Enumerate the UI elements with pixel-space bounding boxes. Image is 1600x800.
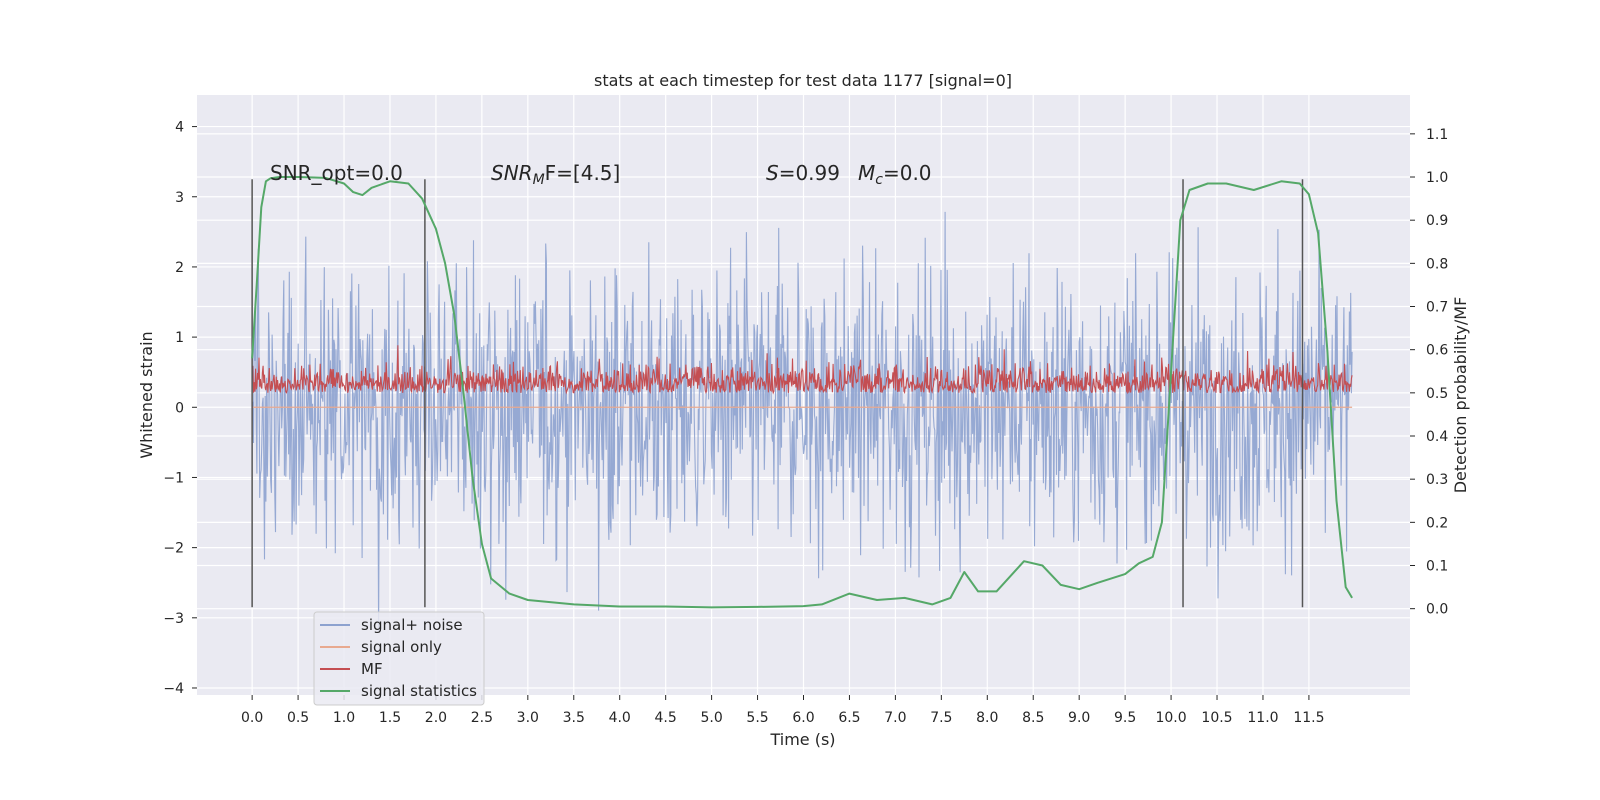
y-axis-label: Whitened strain: [137, 331, 156, 458]
annotation-snr-opt: SNR_opt=0.0: [270, 161, 403, 185]
annotation-mc-sub: c: [875, 172, 883, 188]
legend: signal+ noise signal only MF signal stat…: [313, 611, 485, 706]
chart-title: stats at each timestep for test data 117…: [594, 71, 1012, 90]
x-tick-label: 6.5: [838, 710, 860, 726]
annotation-s-main: S: [766, 161, 779, 185]
annotation-snr-mf-sub: M: [533, 172, 545, 188]
x-tick-label: 4.5: [655, 710, 677, 726]
x-axis-label: Time (s): [769, 730, 835, 749]
x-tick-label: 5.5: [746, 710, 768, 726]
y-tick-label-right: 1.0: [1426, 170, 1448, 186]
x-tick-label: 6.0: [792, 710, 814, 726]
y-tick-label-right: 1.1: [1426, 127, 1448, 143]
signal-statistics-line: [251, 176, 1353, 609]
legend-label-signal-only: signal only: [361, 638, 442, 656]
x-tick-label: 2.0: [425, 710, 447, 726]
series-mf: [251, 345, 1353, 395]
y-tick-label-left: −4: [163, 681, 184, 697]
x-tick-label: 10.5: [1201, 710, 1232, 726]
y-tick-label-right: 0.7: [1426, 300, 1448, 316]
annotation-snr-mf-main: SNR: [491, 161, 533, 185]
axis-ticks: 0.0 0.5 1.0 1.5 2.0 2.5 3.0 3.5 4.0 4.5 5.0 5.5 6.0 6…: [163, 120, 1448, 726]
y-tick-label-left: 1: [175, 330, 184, 346]
x-tick-label: 11.5: [1293, 710, 1324, 726]
x-tick-label: 4.0: [609, 710, 631, 726]
annotation-snr-mf: SNRMF=[4.5]: [491, 161, 620, 188]
y-tick-label-left: −2: [163, 541, 184, 557]
x-tick-label: 5.0: [700, 710, 722, 726]
x-tick-label: 1.0: [333, 710, 355, 726]
x-tick-label: 7.5: [930, 710, 952, 726]
y-tick-label-left: −3: [163, 611, 184, 627]
signal-noise-line: [251, 211, 1353, 632]
x-tick-label: 11.0: [1247, 710, 1278, 726]
y-tick-label-right: 0.0: [1426, 602, 1448, 618]
y-tick-label-left: −1: [163, 470, 184, 486]
annotation-s-rest: =0.99: [779, 161, 840, 185]
x-tick-label: 0.0: [241, 710, 263, 726]
y-tick-label-right: 0.1: [1426, 559, 1448, 575]
x-tick-label: 9.0: [1068, 710, 1090, 726]
y-tick-label-right: 0.9: [1426, 213, 1448, 229]
legend-box: [313, 611, 485, 706]
legend-label-signal-noise: signal+ noise: [361, 616, 463, 634]
y-right-axis-label: Detection probability/MF: [1451, 297, 1470, 494]
x-tick-label: 8.0: [976, 710, 998, 726]
annotation-s: S=0.99: [766, 161, 840, 185]
y-tick-label-right: 0.5: [1426, 386, 1448, 402]
y-tick-label-left: 0: [175, 400, 184, 416]
y-tick-label-left: 3: [175, 190, 184, 206]
series-signal-statistics: [251, 176, 1353, 609]
annotation-mc-main: M: [858, 161, 875, 185]
x-tick-label: 1.5: [379, 710, 401, 726]
y-tick-label-right: 0.3: [1426, 472, 1448, 488]
y-tick-label-right: 0.6: [1426, 343, 1448, 359]
x-tick-label: 0.5: [287, 710, 309, 726]
x-tick-label: 10.0: [1155, 710, 1186, 726]
vertical-markers: [251, 179, 1304, 608]
y-tick-label-right: 0.2: [1426, 515, 1448, 531]
legend-label-signal-statistics: signal statistics: [361, 682, 477, 700]
y-tick-label-left: 2: [175, 260, 184, 276]
annotation-mc: Mc=0.0: [858, 161, 932, 188]
x-tick-label: 3.0: [517, 710, 539, 726]
x-tick-label: 3.5: [563, 710, 585, 726]
series-signal-noise: [251, 211, 1353, 632]
x-tick-label: 8.5: [1022, 710, 1044, 726]
x-tick-label: 7.0: [884, 710, 906, 726]
y-tick-label-left: 4: [175, 120, 184, 136]
y-tick-label-right: 0.4: [1426, 429, 1448, 445]
x-tick-label: 2.5: [471, 710, 493, 726]
mf-line: [251, 345, 1353, 395]
annotation-snr-mf-rest: F=[4.5]: [545, 161, 621, 185]
legend-label-mf: MF: [361, 660, 383, 678]
y-tick-label-right: 0.8: [1426, 256, 1448, 272]
annotation-mc-rest: =0.0: [883, 161, 932, 185]
x-tick-label: 9.5: [1114, 710, 1136, 726]
